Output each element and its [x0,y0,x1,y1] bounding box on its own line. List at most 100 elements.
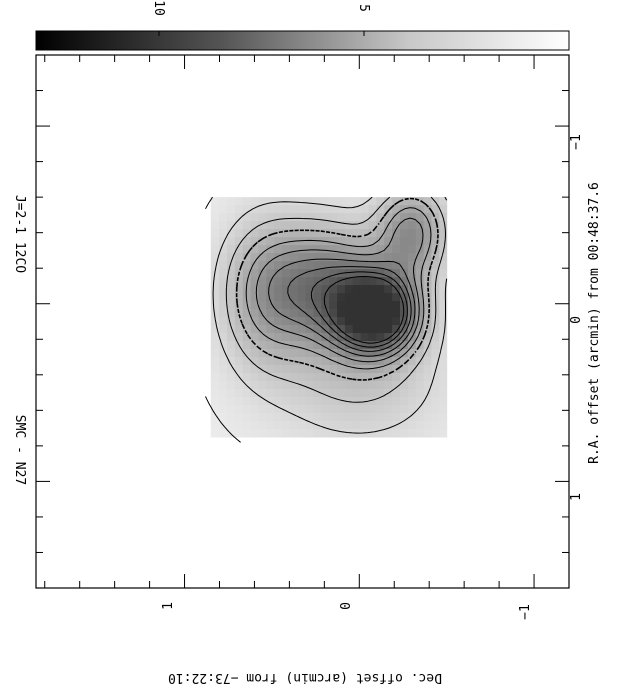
map-pixel [297,277,306,286]
map-pixel [281,333,290,342]
map-pixel [210,412,220,422]
map-pixel [250,405,259,414]
map-pixel [360,333,369,342]
map-pixel [438,285,448,294]
map-pixel [368,205,377,214]
map-pixel [415,357,424,366]
map-pixel [375,301,385,310]
map-pixel [234,341,243,350]
map-pixel [423,269,432,278]
map-pixel [289,221,298,230]
map-pixel [344,341,353,350]
map-pixel [265,213,275,222]
map-pixel [281,325,290,334]
map-pixel [312,285,322,294]
map-pixel [257,285,267,294]
map-pixel [305,420,314,430]
map-pixel [407,317,416,326]
map-pixel [430,205,440,214]
map-pixel [415,381,424,390]
map-pixel [289,428,298,438]
map-pixel [344,253,353,262]
x-tick-label-minus1: −1 [569,134,584,150]
map-pixel [360,277,369,286]
map-pixel [257,205,267,214]
map-pixel [328,245,338,254]
map-pixel [242,341,251,350]
map-pixel [407,293,416,302]
map-pixel [368,221,377,230]
map-pixel [289,389,298,398]
map-pixel [407,405,416,414]
map-pixel [423,301,432,310]
map-pixel [289,333,298,342]
map-pixel [234,349,243,358]
map-pixel [218,405,227,414]
map-pixel [438,405,448,414]
map-pixel [368,397,377,406]
map-pixel [242,357,251,366]
map-pixel [399,428,408,438]
map-pixel [415,397,424,406]
map-pixel [305,349,314,358]
contour-level-9 [310,271,408,348]
map-pixel [368,197,377,206]
map-pixel [328,365,338,374]
map-pixel [407,221,416,230]
map-pixel [336,397,345,406]
map-pixel [250,357,259,366]
map-pixel [257,213,267,222]
map-pixel [242,405,251,414]
y-tick-label-0: 0 [339,602,354,610]
map-pixel [305,365,314,374]
map-pixel [360,261,369,270]
map-pixel [289,229,298,238]
map-pixel [234,412,243,422]
map-pixel [265,333,275,342]
map-pixel [430,253,440,262]
map-pixel [265,197,275,206]
map-pixel [438,221,448,230]
map-pixel [320,428,330,438]
map-pixel [312,357,322,366]
map-pixel [265,301,275,310]
map-pixel [250,349,259,358]
map-pixel [328,412,338,422]
map-pixel [407,205,416,214]
map-pixel [281,397,290,406]
map-pixel [218,349,227,358]
map-pixel [360,309,369,318]
map-pixel [312,317,322,326]
map-pixel [210,261,220,270]
map-pixel [438,309,448,318]
map-pixel [226,237,235,246]
map-pixel [281,381,290,390]
map-pixel [218,397,227,406]
map-pixel [407,253,416,262]
map-pixel [407,357,416,366]
map-pixel [305,309,314,318]
map-pixel [360,237,369,246]
map-pixel [328,405,338,414]
map-pixel [320,381,330,390]
contour-level-5 [245,207,432,370]
map-pixel [281,420,290,430]
map-pixel [328,357,338,366]
map-pixel [218,213,227,222]
map-pixel [226,213,235,222]
map-pixel [242,245,251,254]
map-pixel [368,341,377,350]
map-pixel [242,397,251,406]
map-pixel [312,365,322,374]
map-pixel [242,333,251,342]
map-pixel [336,301,345,310]
map-pixel [234,277,243,286]
map-pixel [352,397,361,406]
map-pixel [273,309,283,318]
map-pixel [210,341,220,350]
map-pixel [320,412,330,422]
map-pixel [242,373,251,382]
map-pixel [344,213,353,222]
map-pixel [250,397,259,406]
map-pixel [336,333,345,342]
